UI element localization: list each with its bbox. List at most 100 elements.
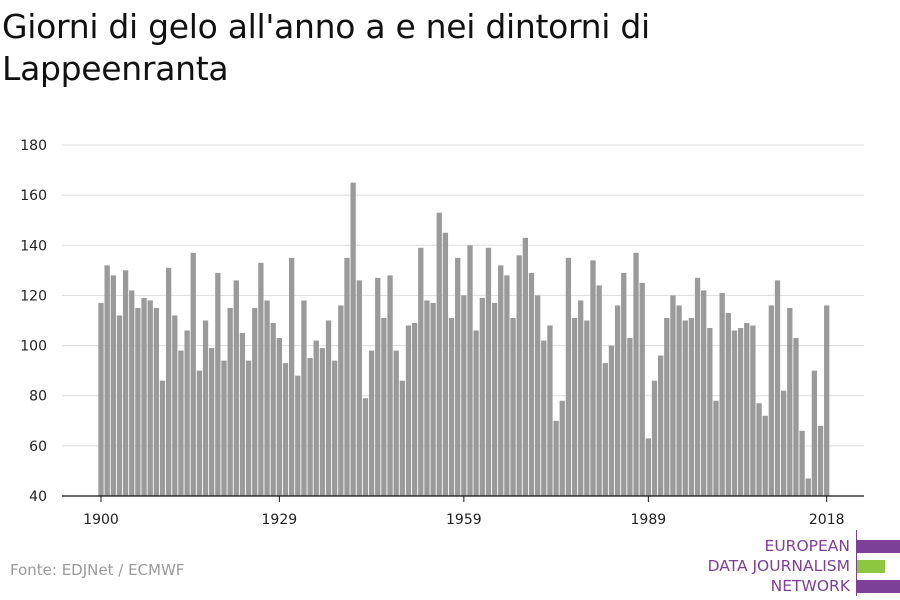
bar — [282, 363, 289, 496]
bar — [590, 260, 596, 496]
x-tick-label: 1959 — [446, 512, 482, 528]
bar — [393, 350, 399, 496]
bar — [571, 317, 578, 496]
y-tick-label: 100 — [20, 339, 47, 355]
bar — [633, 252, 639, 496]
source-note: Fonte: EDJNet / ECMWF — [10, 561, 185, 579]
bar — [289, 257, 295, 496]
bar — [356, 280, 362, 496]
y-tick-label: 80 — [29, 389, 47, 405]
bar — [442, 232, 449, 496]
bar — [178, 350, 184, 496]
bar — [116, 315, 123, 496]
bar — [756, 403, 762, 496]
bar — [276, 338, 282, 496]
bar — [559, 400, 565, 496]
bar — [153, 307, 159, 496]
bar — [602, 363, 608, 496]
bar — [817, 425, 824, 496]
bar — [233, 280, 239, 496]
edjnet-logo: EUROPEAN DATA JOURNALISM NETWORK — [700, 530, 900, 596]
bar — [344, 257, 350, 496]
bar — [455, 257, 461, 496]
bar — [799, 430, 805, 496]
bar — [295, 375, 301, 496]
bar — [639, 282, 645, 496]
bar — [485, 247, 492, 496]
bar — [258, 262, 264, 496]
bar — [584, 320, 590, 496]
bar — [744, 323, 750, 496]
y-tick-label: 40 — [29, 489, 47, 505]
bar — [319, 348, 326, 496]
bar — [737, 328, 744, 496]
bar — [731, 330, 738, 496]
bar — [375, 277, 381, 496]
bar — [252, 307, 258, 496]
bar — [614, 305, 621, 496]
bar — [467, 245, 473, 496]
bar — [104, 265, 110, 496]
bar — [504, 275, 510, 496]
bar — [750, 325, 756, 496]
bar — [596, 285, 602, 496]
x-tick-label: 1900 — [83, 512, 119, 528]
bar — [578, 300, 584, 496]
bar — [184, 330, 190, 496]
bar — [190, 252, 196, 496]
logo-divider — [856, 530, 857, 596]
bar — [141, 297, 147, 496]
bar — [479, 297, 485, 496]
bar — [147, 300, 153, 496]
x-tick-label: 1989 — [631, 512, 667, 528]
bar — [621, 272, 627, 496]
bar — [627, 338, 633, 496]
bar — [824, 305, 830, 496]
bar — [448, 317, 455, 496]
bar — [405, 325, 412, 496]
logo-bar-purple-top — [857, 540, 900, 553]
bar — [270, 323, 276, 496]
bar — [350, 182, 356, 496]
bar — [491, 302, 498, 496]
bar — [707, 328, 713, 496]
bar — [412, 323, 418, 496]
bar — [774, 280, 781, 496]
y-tick-label: 60 — [29, 439, 47, 455]
x-tick-label: 2018 — [809, 512, 845, 528]
bar — [522, 237, 528, 496]
logo-bar-green — [857, 560, 885, 573]
bar — [98, 302, 104, 496]
bar — [658, 355, 664, 496]
y-tick-label: 120 — [20, 288, 47, 304]
bar — [135, 307, 141, 496]
bar — [805, 478, 811, 496]
y-tick-label: 160 — [20, 188, 47, 204]
bar — [227, 307, 233, 496]
bar — [510, 317, 516, 496]
bar — [239, 333, 246, 496]
x-axis-ticks: 1900 1929 1959 1989 2018 — [83, 496, 845, 528]
bar — [688, 317, 695, 496]
bar — [307, 358, 313, 496]
bar — [264, 300, 270, 496]
bar — [547, 325, 553, 496]
bar — [424, 300, 430, 496]
bar — [196, 370, 203, 496]
bar — [110, 275, 116, 496]
bar — [338, 305, 344, 496]
bar — [325, 320, 332, 496]
bar — [768, 305, 774, 496]
bar — [701, 290, 707, 496]
bar — [313, 340, 319, 496]
bar — [430, 302, 436, 496]
bar — [676, 305, 682, 496]
bar — [682, 320, 688, 496]
bar — [362, 398, 369, 496]
logo-line-3: NETWORK — [770, 577, 850, 595]
bar — [565, 257, 572, 496]
bar — [209, 348, 215, 496]
bar — [245, 360, 252, 496]
bar — [498, 265, 504, 496]
